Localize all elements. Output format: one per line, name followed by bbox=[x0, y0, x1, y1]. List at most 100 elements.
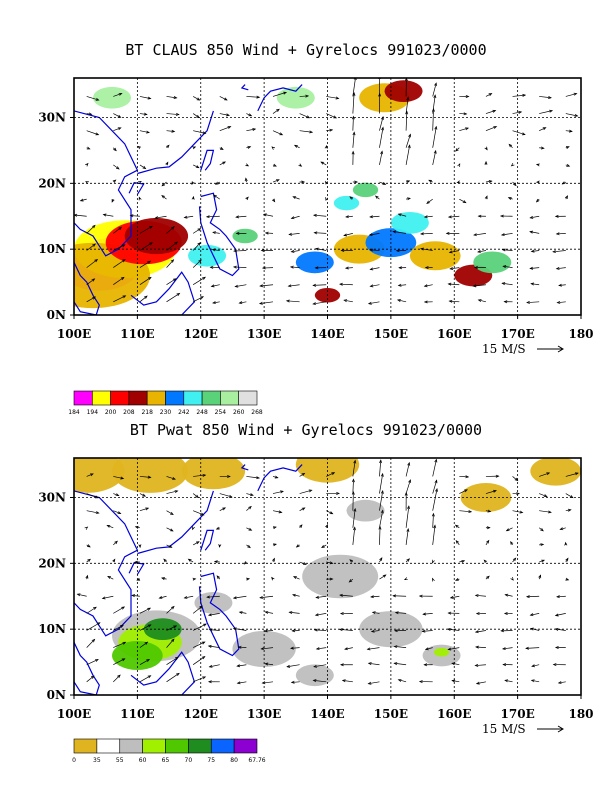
colorbar-swatch bbox=[165, 738, 189, 754]
x-tick-label: 140E bbox=[310, 707, 344, 721]
wind-arrow-head bbox=[261, 266, 266, 270]
wind-arrow bbox=[502, 249, 513, 251]
wind-arrow-head bbox=[475, 645, 479, 649]
shaded-region bbox=[276, 86, 315, 109]
wind-arrow-head bbox=[259, 284, 264, 288]
wind-arrow bbox=[113, 295, 126, 303]
wind-arrow-head bbox=[256, 476, 261, 480]
colorbar-swatch bbox=[220, 390, 239, 406]
wind-arrow-head bbox=[314, 247, 319, 251]
wind-arrow-head bbox=[351, 150, 355, 155]
wind-arrow-head bbox=[290, 216, 295, 220]
wind-arrow bbox=[449, 300, 460, 303]
colorbar-label: 55 bbox=[116, 757, 124, 764]
wind-arrow-head bbox=[91, 638, 96, 643]
wind-arrow-head bbox=[382, 574, 387, 578]
coastline bbox=[240, 84, 249, 91]
wind-arrow-head bbox=[421, 629, 426, 633]
wind-arrow bbox=[166, 96, 177, 99]
wind-arrow-head bbox=[493, 489, 497, 493]
wind-arrow bbox=[291, 681, 300, 683]
wind-arrow bbox=[432, 108, 434, 131]
wind-arrow-head bbox=[397, 213, 402, 217]
wind-arrow-head bbox=[477, 299, 482, 303]
wind-arrow bbox=[299, 561, 307, 565]
wind-arrow bbox=[506, 527, 513, 532]
wind-arrow bbox=[379, 151, 383, 165]
wind-arrow-head bbox=[236, 681, 241, 685]
wind-arrow-head bbox=[243, 561, 248, 565]
wind-arrow-head bbox=[521, 132, 526, 136]
wind-arrow bbox=[352, 508, 356, 528]
wind-arrow-head bbox=[191, 181, 195, 186]
wind-arrow bbox=[405, 479, 411, 494]
wind-arrow-head bbox=[250, 493, 254, 497]
wind-arrow bbox=[166, 490, 178, 494]
wind-arrow bbox=[113, 540, 118, 546]
wind-arrow bbox=[313, 284, 327, 286]
wind-arrow-head bbox=[529, 627, 534, 631]
x-tick-label: 100E bbox=[57, 327, 91, 341]
wind-arrow-head bbox=[171, 129, 176, 133]
wind-arrow-head bbox=[535, 198, 540, 203]
wind-arrow bbox=[560, 527, 566, 530]
wind-arrow bbox=[159, 595, 167, 599]
wind-arrow bbox=[424, 215, 433, 218]
map-title: BT Pwat 850 Wind + Gyrelocs 991023/0000 bbox=[130, 421, 482, 439]
wind-arrow-head bbox=[299, 524, 303, 528]
wind-arrow bbox=[448, 215, 460, 218]
colorbar-label: 67.76 bbox=[248, 757, 265, 764]
wind-arrow-head bbox=[465, 94, 470, 98]
wind-arrow-head bbox=[394, 611, 399, 615]
wind-arrow-head bbox=[147, 475, 152, 479]
wind-arrow-head bbox=[463, 112, 468, 116]
wind-arrow-head bbox=[198, 259, 202, 263]
wind-arrow-head bbox=[106, 525, 111, 528]
wind-arrow-head bbox=[329, 577, 334, 581]
wind-arrow bbox=[502, 282, 513, 286]
colorbar-swatch bbox=[128, 390, 148, 406]
wind-arrow bbox=[556, 267, 566, 270]
wind-arrow-head bbox=[393, 629, 398, 633]
wind-arrow bbox=[113, 113, 121, 118]
wind-arrow bbox=[193, 130, 206, 134]
wind-arrow bbox=[113, 127, 121, 131]
wind-arrow-head bbox=[554, 627, 559, 631]
coastline bbox=[200, 149, 215, 171]
wind-arrow-head bbox=[235, 231, 240, 235]
colorbar-swatch bbox=[110, 390, 130, 406]
wind-arrow-head bbox=[226, 113, 230, 117]
wind-arrow-head bbox=[175, 112, 180, 116]
wind-arrow-head bbox=[529, 266, 534, 270]
wind-arrow bbox=[74, 214, 87, 217]
x-tick-label: 120E bbox=[184, 327, 218, 341]
wind-arrow bbox=[272, 92, 287, 97]
wind-arrow-head bbox=[207, 613, 212, 617]
wind-arrow bbox=[113, 259, 126, 268]
wind-arrow bbox=[352, 116, 354, 131]
wind-arrow bbox=[192, 641, 205, 648]
wind-arrow-head bbox=[418, 594, 423, 598]
y-tick-label: 0N bbox=[47, 688, 66, 702]
colorbar-label: 60 bbox=[139, 757, 147, 764]
y-tick-label: 20N bbox=[38, 556, 66, 570]
wind-arrow-head bbox=[343, 299, 348, 303]
wind-arrow-head bbox=[248, 113, 253, 117]
wind-arrow bbox=[485, 180, 492, 183]
x-tick-label: 180 bbox=[568, 707, 593, 721]
wind-arrow bbox=[320, 161, 327, 166]
wind-arrow-head bbox=[107, 575, 111, 579]
wind-arrow-head bbox=[260, 647, 265, 651]
wind-arrow-head bbox=[433, 524, 437, 529]
wind-arrow bbox=[166, 293, 180, 303]
wind-arrow-head bbox=[315, 595, 320, 599]
wind-arrow-head bbox=[115, 166, 120, 170]
wind-arrow-head bbox=[147, 675, 152, 679]
wind-arrow-head bbox=[264, 610, 269, 614]
wind-arrow-head bbox=[548, 95, 552, 99]
colorbar: 0 35 55 60 65 70 75 80 67.76 bbox=[72, 738, 266, 764]
wind-arrow-head bbox=[352, 131, 356, 136]
wind-arrow-head bbox=[248, 505, 252, 510]
wind-arrow-head bbox=[94, 495, 99, 499]
wind-arrow bbox=[192, 541, 200, 546]
